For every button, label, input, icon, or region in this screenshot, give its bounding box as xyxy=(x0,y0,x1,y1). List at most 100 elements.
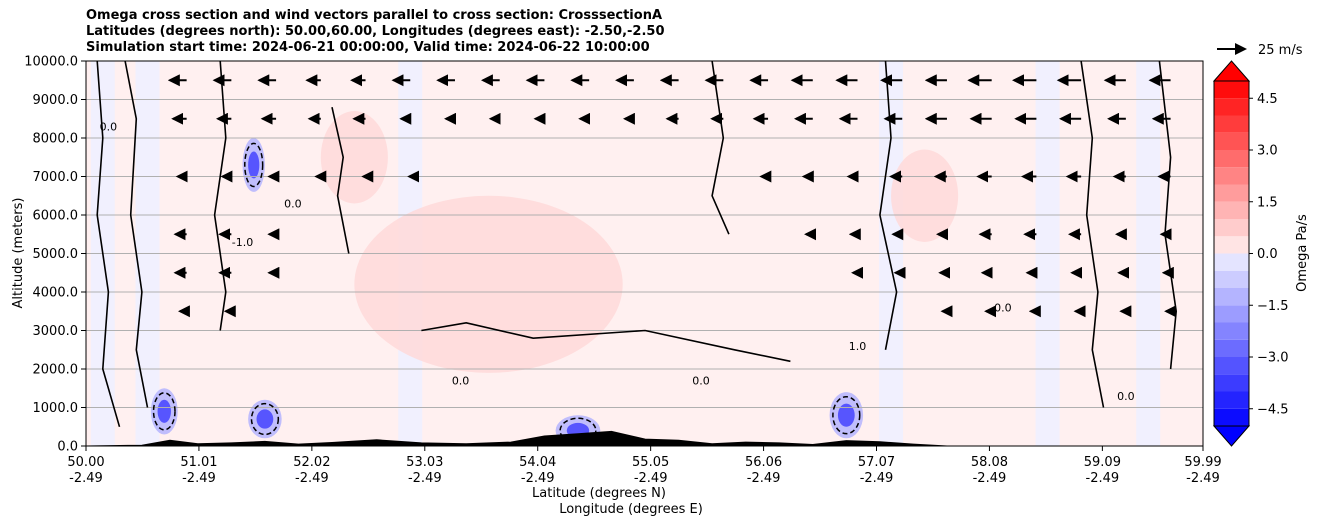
contour-label: 0.0 xyxy=(452,374,470,387)
y-tick-label: 9000.0 xyxy=(33,93,79,108)
zero-contour-line xyxy=(96,61,121,428)
x-axis-label-latitude: Latitude (degrees N) xyxy=(532,486,666,501)
negative-omega-core xyxy=(157,399,171,423)
colorbar-tick-label: 0.0 xyxy=(1257,247,1278,262)
x-tick-label-lat: 51.01 xyxy=(180,455,217,470)
zero-contour-line xyxy=(711,61,730,235)
colorbar-segment xyxy=(1214,374,1249,392)
x-tick-label-lon: -2.49 xyxy=(1186,471,1220,486)
colorbar-segment xyxy=(1214,288,1249,306)
colorbar-max-extension xyxy=(1212,60,1251,82)
terrain-layer xyxy=(86,430,1203,446)
contour-label: 0.0 xyxy=(692,374,710,387)
x-tick-label-lat: 59.99 xyxy=(1184,455,1221,470)
colorbar-tick-label: 3.0 xyxy=(1257,144,1278,159)
y-tick-label: 7000.0 xyxy=(33,170,79,185)
chart-title-line-2: Latitudes (degrees north): 50.00,60.00, … xyxy=(86,24,665,39)
x-tick-label-lon: -2.49 xyxy=(408,471,442,486)
colorbar-label: Omega Pa/s xyxy=(1295,214,1310,292)
wind-key: 25 m/s xyxy=(1217,43,1303,58)
negative-contour-line xyxy=(250,402,280,436)
negative-contour-line xyxy=(152,392,176,431)
x-axis-label-longitude: Longitude (degrees E) xyxy=(559,502,703,517)
x-tick-label-lat: 52.02 xyxy=(293,455,330,470)
y-tick-label: 5000.0 xyxy=(33,247,79,262)
contour-label: 0.0 xyxy=(284,197,302,210)
contour-label: 0.0 xyxy=(994,301,1012,314)
y-tick-label: 2000.0 xyxy=(33,363,79,378)
negative-contour-line xyxy=(244,142,264,188)
x-tick-label-lat: 55.05 xyxy=(632,455,669,470)
colorbar: 4.5 3.0 1.5 0.0 −1.5 −3.0 −4.5 xyxy=(1212,60,1289,447)
colorbar-segment xyxy=(1214,150,1249,168)
x-tick-label-lat: 58.08 xyxy=(971,455,1008,470)
y-tick-label: 10000.0 xyxy=(24,55,78,70)
colorbar-segment xyxy=(1214,236,1249,254)
colorbar-segment xyxy=(1214,184,1249,202)
positive-omega-region xyxy=(320,111,388,204)
plot-area: 0.0 -1.0 0.0 0.0 0.0 1.0 0.0 0.0 xyxy=(85,60,1204,447)
chart-title-line-3: Simulation start time: 2024-06-21 00:00:… xyxy=(86,40,650,55)
negative-omega-core xyxy=(256,409,274,429)
colorbar-segment xyxy=(1214,98,1249,116)
contour-label: 1.0 xyxy=(849,340,867,353)
x-tick-label-lon: -2.49 xyxy=(1086,471,1120,486)
x-tick-label-lat: 50.00 xyxy=(67,455,104,470)
negative-omega-core xyxy=(837,403,855,427)
colorbar-tick-label: −3.0 xyxy=(1257,351,1289,366)
colorbar-segment xyxy=(1214,201,1249,219)
y-axis-label: Altitude (meters) xyxy=(11,198,26,309)
x-tick-label-lat: 56.06 xyxy=(745,455,782,470)
zero-contour-line xyxy=(331,107,350,254)
y-axis: 0.0 1000.0 2000.0 3000.0 4000.0 5000.0 6000.0 7… xyxy=(24,55,86,455)
zero-contour-line xyxy=(421,321,791,363)
x-tick-label-lon: -2.49 xyxy=(634,471,668,486)
colorbar-segment xyxy=(1214,357,1249,375)
colorbar-segment xyxy=(1214,339,1249,357)
y-tick-label: 3000.0 xyxy=(33,324,79,339)
colorbar-segment xyxy=(1214,132,1249,150)
y-tick-label: 1000.0 xyxy=(33,401,79,416)
negative-contour-line xyxy=(832,395,861,435)
positive-omega-region xyxy=(891,149,959,242)
colorbar-tick-label: −4.5 xyxy=(1257,402,1289,417)
x-tick-label-lon: -2.49 xyxy=(182,471,216,486)
colorbar-tick-label: 1.5 xyxy=(1257,195,1278,210)
colorbar-segment xyxy=(1214,408,1249,426)
colorbar-segment xyxy=(1214,167,1249,185)
colorbar-segment xyxy=(1214,219,1249,237)
contour-layer: 0.0 -1.0 0.0 0.0 0.0 1.0 0.0 0.0 xyxy=(96,61,1178,444)
x-tick-label-lon: -2.49 xyxy=(69,471,103,486)
wind-key-label: 25 m/s xyxy=(1258,43,1303,58)
colorbar-segment xyxy=(1214,81,1249,99)
zero-contour-line xyxy=(1080,61,1105,408)
colorbar-tick-label: −1.5 xyxy=(1257,299,1289,314)
x-tick-label-lon: -2.49 xyxy=(295,471,329,486)
negative-contour-line xyxy=(559,417,597,444)
x-tick-label-lat: 57.07 xyxy=(858,455,895,470)
colorbar-tick-label: 4.5 xyxy=(1257,92,1278,107)
contour-label: 0.0 xyxy=(1117,390,1135,403)
x-tick-label-lon: -2.49 xyxy=(521,471,555,486)
y-tick-label: 4000.0 xyxy=(33,286,79,301)
y-tick-label: 0.0 xyxy=(57,440,78,455)
y-tick-label: 6000.0 xyxy=(33,209,79,224)
negative-omega-core xyxy=(248,151,260,179)
colorbar-segment xyxy=(1214,115,1249,133)
colorbar-segment xyxy=(1214,270,1249,288)
x-tick-label-lat: 59.09 xyxy=(1084,455,1121,470)
colorbar-segment xyxy=(1214,322,1249,340)
y-tick-label: 8000.0 xyxy=(33,132,79,147)
x-tick-label-lon: -2.49 xyxy=(747,471,781,486)
x-axis: 50.00-2.4951.01-2.4952.02-2.4953.03-2.49… xyxy=(67,446,1222,486)
x-tick-label-lat: 53.03 xyxy=(406,455,443,470)
x-tick-label-lat: 54.04 xyxy=(519,455,556,470)
zero-contour-line xyxy=(124,61,149,408)
chart-title-line-1: Omega cross section and wind vectors par… xyxy=(86,8,663,23)
x-tick-label-lon: -2.49 xyxy=(973,471,1007,486)
colorbar-min-extension xyxy=(1212,425,1251,447)
positive-omega-region xyxy=(354,195,623,373)
colorbar-segment xyxy=(1214,305,1249,323)
colorbar-segment xyxy=(1214,253,1249,271)
